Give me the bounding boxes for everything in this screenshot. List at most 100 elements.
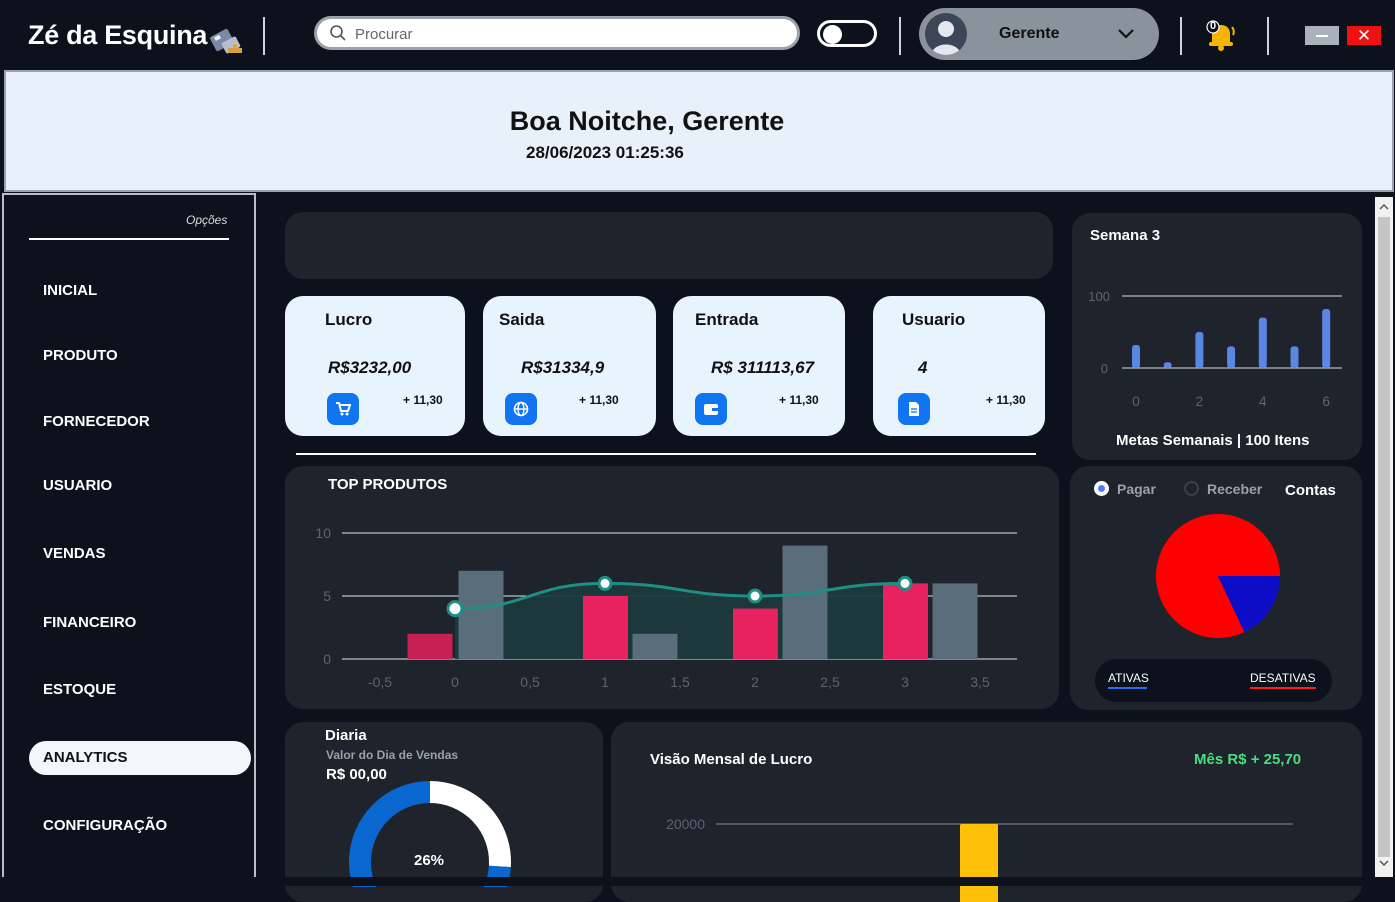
divider — [1180, 17, 1182, 55]
top-produtos-chart: 10 5 0 -0,5 0 0,5 1 1,5 2 2,5 3 3,5 — [315, 525, 1017, 690]
semana-chart: 100 0 0 2 4 6 — [1088, 289, 1342, 409]
divider — [263, 17, 265, 55]
x-tick-label: -0,5 — [368, 674, 392, 690]
stat-icon-button[interactable] — [898, 393, 930, 425]
series-a-bar — [733, 608, 778, 659]
stat-value: 4 — [918, 358, 928, 377]
sidebar-item-financeiro[interactable]: FINANCEIRO — [43, 614, 137, 631]
y-tick-label: 20000 — [666, 816, 705, 832]
series-a-bar — [883, 583, 928, 659]
contas-pie-chart — [1156, 514, 1280, 638]
stat-card-usuario: Usuario 4 + 11,30 — [873, 296, 1045, 436]
sidebar-item-vendas[interactable]: VENDAS — [43, 545, 106, 562]
search-icon — [330, 25, 346, 41]
banner-panel — [285, 212, 1053, 279]
x-tick-label: 6 — [1322, 393, 1330, 409]
mensal-delta: Mês R$ + 25,70 — [1194, 751, 1302, 768]
minimize-button[interactable] — [1305, 26, 1339, 45]
diaria-percent: 26% — [414, 852, 445, 869]
stat-icon-button[interactable] — [695, 393, 727, 425]
vertical-scrollbar[interactable] — [1375, 197, 1393, 877]
ativas-underline — [1108, 687, 1147, 689]
sidebar-item-estoque[interactable]: ESTOQUE — [43, 681, 117, 698]
y-tick-label: 5 — [323, 588, 331, 604]
greeting-title: Boa Noitche, Gerente — [509, 106, 785, 136]
stat-title: Usuario — [902, 310, 966, 329]
x-tick-label: 0,5 — [520, 674, 540, 690]
user-name: Gerente — [999, 25, 1060, 42]
semana-bar — [1195, 332, 1204, 368]
x-tick-label: 3 — [901, 674, 909, 690]
x-tick-label: 2,5 — [820, 674, 840, 690]
stat-delta: + 11,30 — [779, 393, 819, 407]
user-icon — [931, 21, 961, 55]
sidebar-item-usuario[interactable]: USUARIO — [43, 477, 113, 494]
semana-bar — [1227, 346, 1236, 368]
tab-desativas[interactable]: DESATIVAS — [1250, 671, 1316, 685]
sidebar-item-produto[interactable]: PRODUTO — [43, 347, 118, 364]
search-box[interactable] — [314, 16, 800, 50]
globe-icon — [513, 401, 529, 417]
scroll-down-icon[interactable] — [1379, 859, 1389, 867]
y-tick-label: 0 — [1101, 361, 1108, 376]
tab-ativas[interactable]: ATIVAS — [1108, 671, 1149, 685]
footer-bar — [0, 877, 1395, 886]
radio-pagar[interactable] — [1094, 481, 1109, 496]
radio-receber-label[interactable]: Receber — [1207, 481, 1263, 497]
y-tick-label: 0 — [323, 651, 331, 667]
greeting-header: Boa Noitche, Gerente 28/06/2023 01:25:36 — [4, 70, 1394, 192]
top-bar: Zé da Esquina Gerente — [0, 0, 1395, 70]
user-profile-dropdown[interactable]: Gerente — [919, 8, 1159, 60]
x-tick-label: 4 — [1259, 393, 1267, 409]
search-input[interactable] — [355, 24, 775, 44]
stat-delta: + 11,30 — [403, 393, 443, 407]
stat-card-lucro: Lucro R$3232,00 + 11,30 — [285, 296, 465, 436]
sidebar-item-inicial[interactable]: INICIAL — [43, 282, 98, 299]
trend-point — [597, 575, 613, 591]
x-tick-label: 1,5 — [670, 674, 690, 690]
trend-point — [747, 588, 763, 604]
semana-bar — [1322, 308, 1331, 368]
theme-toggle[interactable] — [817, 20, 877, 47]
sidebar-item-configuracao[interactable]: CONFIGURAÇÃO — [43, 817, 168, 834]
semana-bar — [1258, 317, 1267, 368]
mensal-card: Visão Mensal de Lucro Mês R$ + 25,70 200… — [611, 722, 1362, 902]
trend-point — [897, 575, 913, 591]
series-b-bar — [458, 570, 504, 659]
semana-bar — [1163, 362, 1172, 368]
stat-value: R$ 311113,67 — [711, 358, 815, 377]
sidebar-item-fornecedor[interactable]: FORNECEDOR — [43, 413, 150, 430]
semana-footer: Metas Semanais | 100 Itens — [1116, 432, 1310, 449]
stat-icon-button[interactable] — [327, 393, 359, 425]
stat-value: R$3232,00 — [328, 358, 412, 377]
chevron-down-icon — [1118, 29, 1134, 39]
stat-delta: + 11,30 — [986, 393, 1026, 407]
diaria-title: Diaria — [325, 727, 367, 744]
series-b-bar — [632, 633, 678, 659]
radio-receber[interactable] — [1184, 481, 1199, 496]
radio-pagar-label[interactable]: Pagar — [1117, 481, 1156, 497]
stat-card-entrada: Entrada R$ 311113,67 + 11,30 — [673, 296, 845, 436]
sidebar-divider — [29, 238, 229, 240]
sidebar: Opções INICIAL PRODUTO FORNECEDOR USUARI… — [2, 193, 256, 886]
desativas-underline — [1250, 687, 1316, 689]
y-tick-label: 10 — [315, 525, 331, 541]
top-produtos-card: TOP PRODUTOS 10 5 0 -0,5 0 0,5 1 1,5 2 2,5 3 3,5 — [285, 466, 1059, 709]
stat-icon-button[interactable] — [505, 393, 537, 425]
stat-title: Entrada — [695, 310, 759, 329]
x-tick-label: 1 — [601, 674, 609, 690]
stat-title: Lucro — [325, 310, 373, 329]
current-datetime: 28/06/2023 01:25:36 — [526, 143, 684, 162]
scrollbar-thumb[interactable] — [1378, 217, 1390, 857]
mensal-chart: 20000 — [666, 816, 1293, 902]
diaria-subtitle: Valor do Dia de Vendas — [326, 748, 459, 762]
notification-count: 0 — [1210, 20, 1217, 32]
contas-toggle-pill: ATIVAS DESATIVAS — [1095, 659, 1332, 702]
trend-area — [455, 583, 905, 659]
close-button[interactable]: ✕ — [1347, 26, 1381, 45]
notification-bell[interactable]: 0 — [1203, 17, 1239, 53]
stat-delta: + 11,30 — [579, 393, 619, 407]
sidebar-item-analytics[interactable]: ANALYTICS — [29, 741, 251, 775]
scroll-up-icon[interactable] — [1379, 203, 1389, 211]
sidebar-options-label: Opções — [186, 213, 228, 227]
